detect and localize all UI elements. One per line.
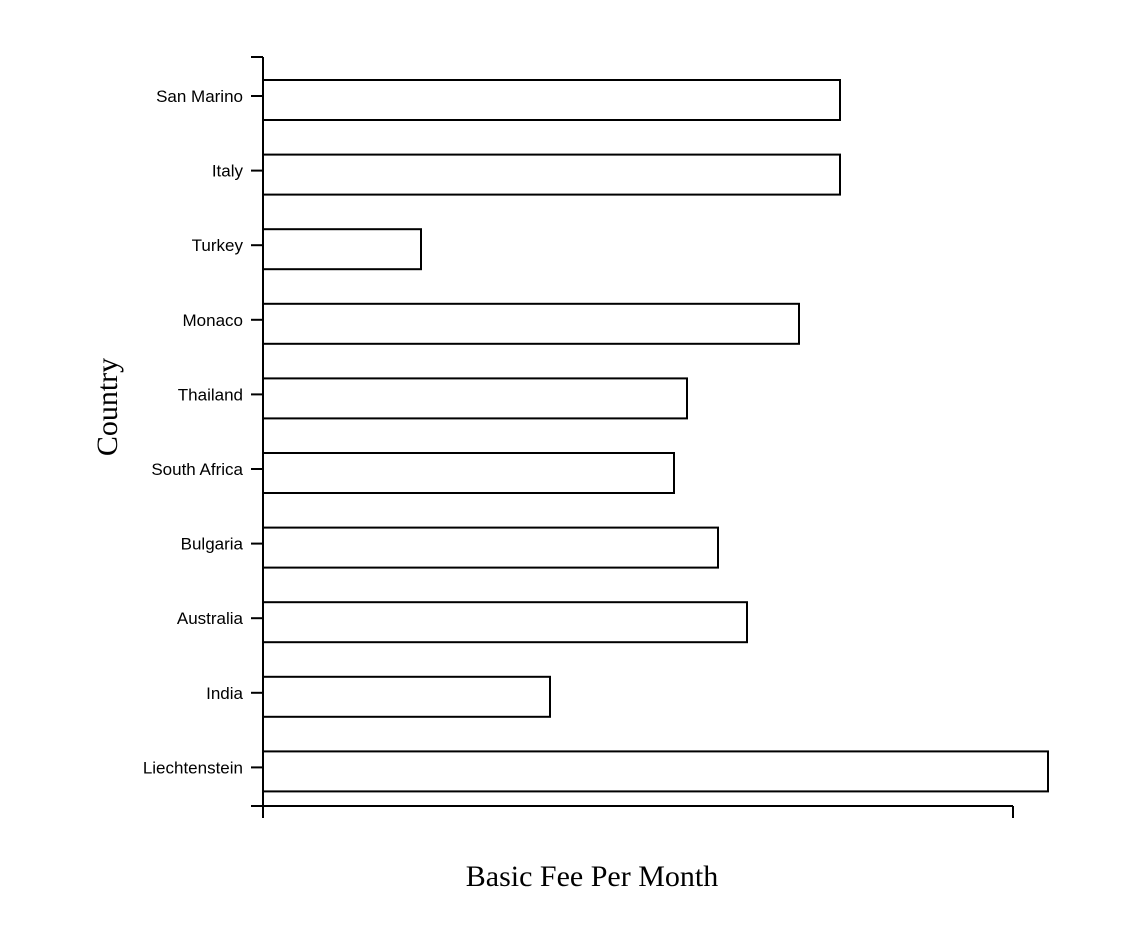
axes xyxy=(251,56,1014,818)
y-tick-label: Liechtenstein xyxy=(143,758,243,777)
bar-italy xyxy=(262,153,841,196)
bar-turkey xyxy=(262,228,422,271)
bar-australia xyxy=(262,601,748,644)
x-axis-title: Basic Fee Per Month xyxy=(466,860,718,893)
bar-south-africa xyxy=(262,452,675,494)
y-tick-label: India xyxy=(206,684,243,703)
y-tick-label: South Africa xyxy=(151,460,243,479)
y-tick-label: Bulgaria xyxy=(181,535,244,554)
y-tick-label: Italy xyxy=(212,162,244,181)
y-axis-title: Country xyxy=(91,358,124,456)
y-tick-labels: San Marino Italy Turkey Monaco Thailand South… xyxy=(143,87,244,777)
y-tick-label: San Marino xyxy=(156,87,243,106)
bar-thailand xyxy=(262,377,688,420)
bar-liechtenstein xyxy=(262,750,1049,793)
y-tick-label: Monaco xyxy=(183,311,243,330)
bar-monaco xyxy=(262,302,800,345)
y-tick-label: Turkey xyxy=(192,236,244,255)
bar-bulgaria xyxy=(262,526,719,569)
bar-india xyxy=(262,675,551,718)
y-tick-label: Australia xyxy=(177,609,244,628)
y-tick-label: Thailand xyxy=(178,385,243,404)
bar-san-marino xyxy=(262,79,841,121)
bars xyxy=(262,79,1049,793)
